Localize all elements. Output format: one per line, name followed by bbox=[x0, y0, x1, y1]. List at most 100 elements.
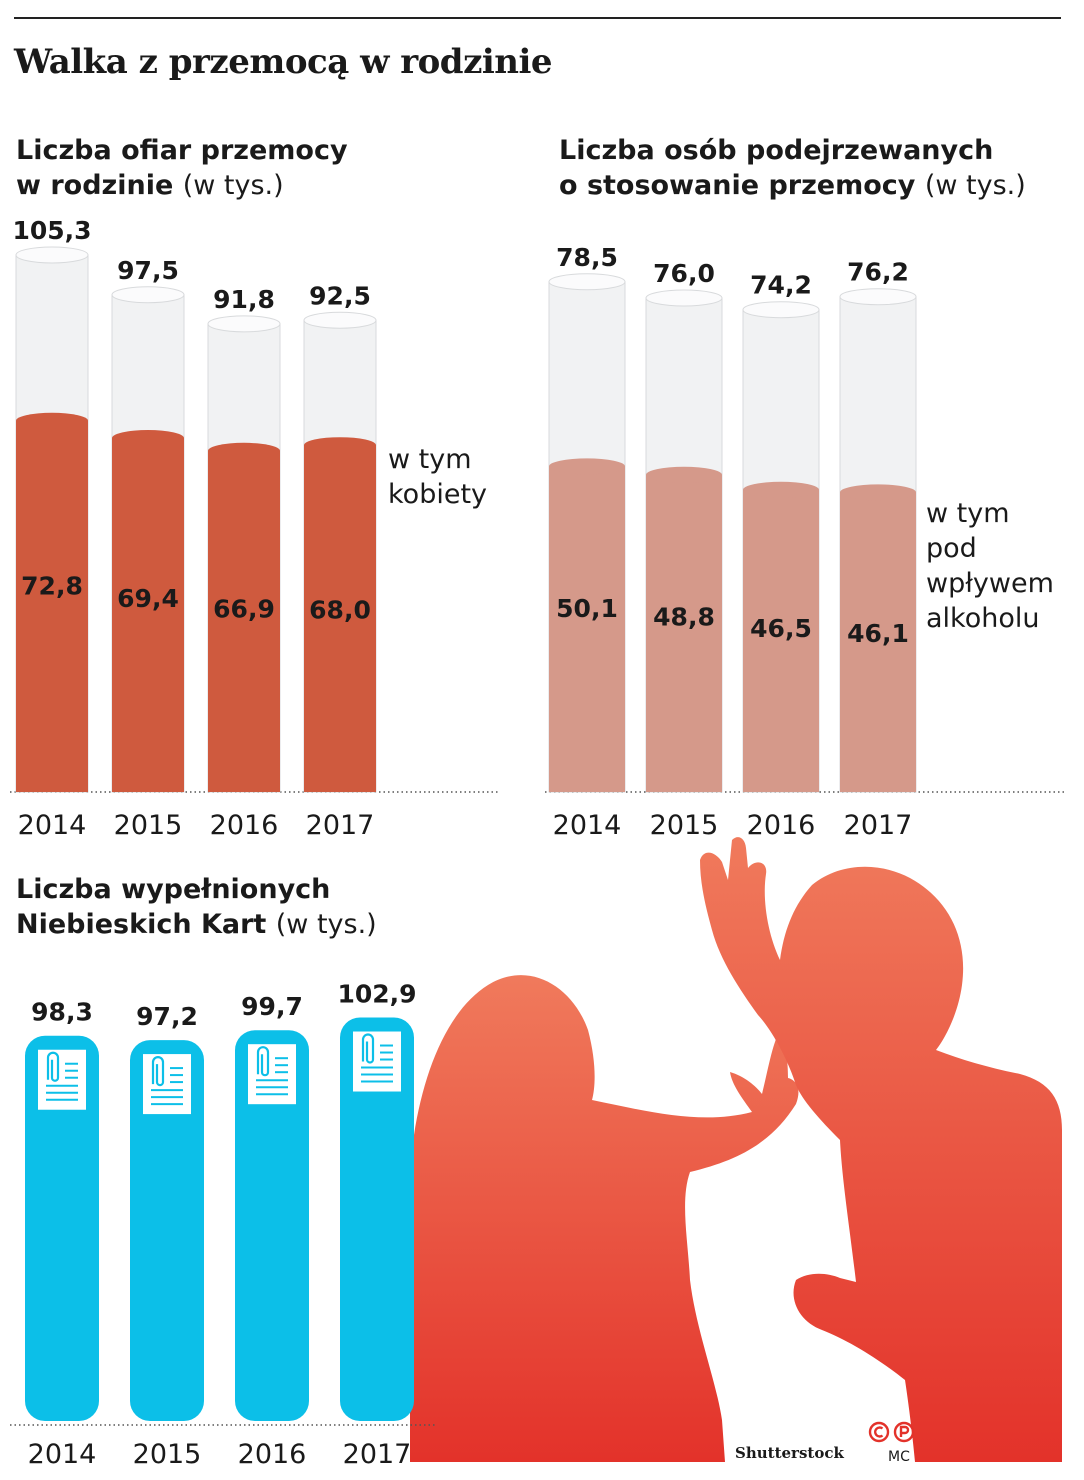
phonogram-icon bbox=[893, 1421, 915, 1443]
card-value-label: 97,2 bbox=[136, 1002, 198, 1031]
suspects-chart-title: Liczba osób podejrzewanych o stosowanie … bbox=[559, 133, 1026, 203]
victims-chart: 105,3 72,8 2014 97,5 69,4 2015 91,8 66,9 2016 92,… bbox=[10, 216, 500, 841]
bar-portion bbox=[304, 445, 376, 792]
year-tick-label: 2016 bbox=[210, 810, 279, 841]
rights-icons bbox=[868, 1421, 915, 1443]
bar-cap bbox=[839, 288, 917, 306]
bar-total-label: 105,3 bbox=[12, 216, 91, 245]
year-tick-label: 2014 bbox=[18, 810, 87, 841]
top-rule bbox=[14, 17, 1061, 19]
cards-chart-title: Liczba wypełnionych Niebieskich Kart (w … bbox=[16, 872, 377, 942]
bar-portion-top bbox=[840, 484, 916, 501]
bar-portion bbox=[646, 474, 722, 792]
bar-portion bbox=[549, 466, 625, 792]
bar-portion-top bbox=[549, 458, 625, 475]
year-tick-label: 2017 bbox=[306, 810, 375, 841]
series-note-line: kobiety bbox=[388, 479, 487, 510]
cards-title-line1: Liczba wypełnionych bbox=[16, 874, 331, 905]
bar-portion-label: 72,8 bbox=[21, 571, 83, 600]
bar-cap bbox=[742, 301, 820, 319]
bar-total-label: 74,2 bbox=[750, 271, 812, 300]
bar-portion-top bbox=[743, 481, 819, 498]
bar-cap bbox=[15, 246, 89, 264]
paper-clip bbox=[361, 1033, 375, 1064]
bar-portion-label: 46,5 bbox=[750, 614, 812, 643]
bar-total-label: 78,5 bbox=[556, 243, 618, 272]
bar-portion bbox=[112, 438, 184, 792]
suspects-title-unit: (w tys.) bbox=[924, 170, 1026, 201]
man-silhouette bbox=[700, 837, 1062, 1462]
series-note-line: w tym bbox=[926, 498, 1010, 529]
suspects-title-line1: Liczba osób podejrzewanych bbox=[559, 135, 994, 166]
year-tick-label: 2014 bbox=[553, 810, 622, 841]
bar-cap bbox=[645, 289, 723, 307]
suspects-title-line2: o stosowanie przemocy bbox=[559, 170, 916, 201]
series-note-line: wpływem bbox=[926, 568, 1054, 599]
year-tick-label: 2016 bbox=[747, 810, 816, 841]
bar-total-label: 76,2 bbox=[847, 258, 909, 287]
paper-clip bbox=[151, 1056, 165, 1087]
bar-portion-label: 66,9 bbox=[213, 594, 275, 623]
bar-portion-label: 68,0 bbox=[309, 596, 371, 625]
year-tick-label: 2016 bbox=[238, 1439, 307, 1470]
bar-cap bbox=[207, 315, 281, 333]
bar-portion-top bbox=[16, 412, 88, 429]
woman-silhouette bbox=[410, 975, 799, 1462]
card-value-label: 98,3 bbox=[31, 998, 93, 1027]
bar-total-label: 76,0 bbox=[653, 259, 715, 288]
cards-title-line2: Niebieskich Kart bbox=[16, 909, 267, 940]
victims-chart-title: Liczba ofiar przemocy w rodzinie (w tys.… bbox=[16, 133, 348, 203]
paper-clip bbox=[46, 1051, 60, 1082]
card-value-label: 102,9 bbox=[337, 980, 416, 1009]
card-value-label: 99,7 bbox=[241, 992, 303, 1021]
year-tick-label: 2014 bbox=[28, 1439, 97, 1470]
page-title: Walka z przemocą w rodzinie bbox=[14, 42, 553, 82]
series-note-line: pod bbox=[926, 533, 977, 564]
card-bar bbox=[235, 1030, 309, 1421]
bar-portion-label: 50,1 bbox=[556, 594, 618, 623]
victims-title-line1: Liczba ofiar przemocy bbox=[16, 135, 348, 166]
victims-title-unit: (w tys.) bbox=[182, 170, 284, 201]
paper-clip bbox=[256, 1046, 270, 1077]
year-tick-label: 2015 bbox=[114, 810, 183, 841]
card-bar bbox=[340, 1017, 414, 1421]
bar-cap bbox=[548, 273, 626, 291]
suspects-chart: 78,5 50,1 2014 76,0 48,8 2015 74,2 46,5 2016 76,2… bbox=[545, 243, 1065, 841]
author-initials: MC bbox=[888, 1449, 910, 1465]
card-bar bbox=[130, 1040, 204, 1421]
bar-portion-label: 46,1 bbox=[847, 619, 909, 648]
bar-portion-top bbox=[208, 442, 280, 459]
card-bar bbox=[25, 1035, 99, 1421]
year-tick-label: 2017 bbox=[343, 1439, 412, 1470]
cards-title-unit: (w tys.) bbox=[275, 909, 377, 940]
bar-portion-label: 69,4 bbox=[117, 584, 179, 613]
domestic-violence-silhouette bbox=[410, 837, 1062, 1462]
bar-total-label: 91,8 bbox=[213, 285, 275, 314]
series-note-line: alkoholu bbox=[926, 603, 1039, 634]
document-clip-icon bbox=[143, 1054, 191, 1115]
bar-cap bbox=[303, 311, 377, 329]
year-tick-label: 2015 bbox=[650, 810, 719, 841]
bar-total-label: 97,5 bbox=[117, 256, 179, 285]
blue-cards-chart: 98,3 2014 97,2 2015 99,7 2016 102,9 2017 bbox=[10, 980, 436, 1470]
bar-portion-top bbox=[646, 466, 722, 483]
bar-cap bbox=[111, 286, 185, 304]
bar-portion-top bbox=[112, 430, 184, 447]
bar-portion-top bbox=[304, 437, 376, 454]
series-note-line: w tym bbox=[388, 444, 472, 475]
bar-portion bbox=[16, 420, 88, 792]
bar-total-label: 92,5 bbox=[309, 281, 371, 310]
bar-portion-label: 48,8 bbox=[653, 602, 715, 631]
bar-portion bbox=[840, 492, 916, 792]
photo-credit: Shutterstock bbox=[735, 1444, 844, 1462]
document-clip-icon bbox=[353, 1031, 401, 1092]
bar-portion bbox=[743, 489, 819, 792]
year-tick-label: 2015 bbox=[133, 1439, 202, 1470]
copyright-icon bbox=[868, 1421, 890, 1443]
victims-title-line2: w rodzinie bbox=[16, 170, 174, 201]
bar-portion bbox=[208, 450, 280, 792]
document-clip-icon bbox=[248, 1044, 296, 1105]
year-tick-label: 2017 bbox=[844, 810, 913, 841]
document-clip-icon bbox=[38, 1049, 86, 1110]
